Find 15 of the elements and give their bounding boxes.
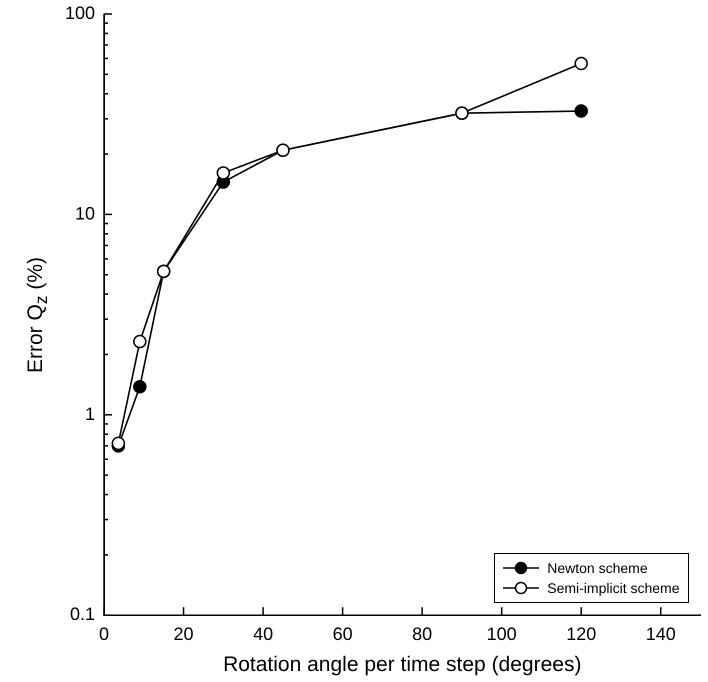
y-tick-label: 1 — [85, 404, 96, 424]
x-tick-label: 20 — [174, 624, 194, 644]
y-tick-label: 100 — [64, 2, 96, 23]
legend-label: Semi-implicit scheme — [547, 579, 680, 598]
x-tick-label: 120 — [566, 624, 596, 644]
x-tick-label: 100 — [486, 624, 517, 644]
x-tick-label: 80 — [412, 624, 432, 644]
x-tick-label: 140 — [646, 624, 676, 644]
x-tick-label: 40 — [253, 624, 274, 644]
x-axis-title: Rotation angle per time step (degrees) — [223, 653, 582, 676]
legend-label: Newton scheme — [547, 559, 648, 578]
y-tick-label: 0.1 — [70, 604, 96, 624]
y-tick-label: 10 — [75, 203, 96, 224]
x-tick-label: 60 — [332, 624, 353, 644]
x-tick-label: 0 — [99, 624, 110, 644]
